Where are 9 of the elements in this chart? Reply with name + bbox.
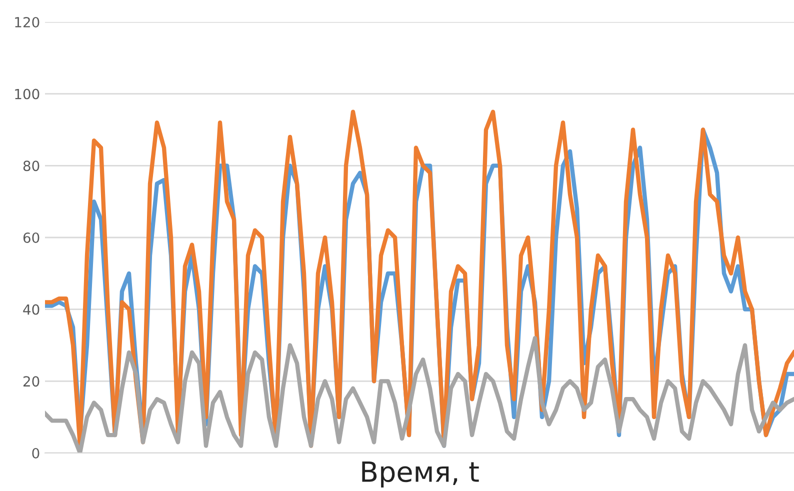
y-tick-label: 40 <box>23 304 40 315</box>
x-axis-title: Время, t <box>362 461 479 488</box>
y-tick-label: 0 <box>32 448 40 458</box>
line-series <box>45 336 794 453</box>
y-tick-label: 60 <box>23 232 40 243</box>
y-tick-label: 20 <box>23 376 40 387</box>
y-tick-label: 80 <box>23 160 40 172</box>
y-tick-label: 100 <box>15 88 40 100</box>
y-tick-label: 120 <box>15 16 40 28</box>
